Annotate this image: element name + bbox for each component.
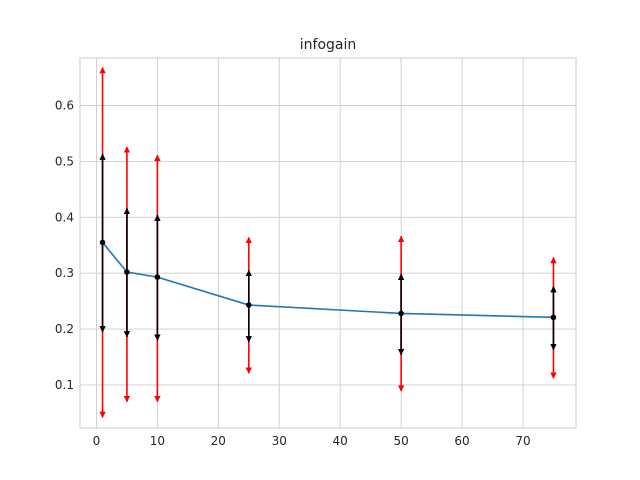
plot-background [80,58,576,428]
y-tick-label: 0.2 [55,322,74,336]
x-tick-label: 0 [93,434,101,448]
x-tick-label: 10 [150,434,165,448]
y-tick-label: 0.1 [55,378,74,392]
data-point [398,310,404,317]
tick-labels: 0 10 20 30 40 50 60 70 0.1 0.2 0.3 0.4 0.5 0.6 [55,99,531,448]
x-tick-label: 70 [515,434,530,448]
x-tick-label: 60 [454,434,469,448]
y-tick-label: 0.3 [55,266,74,280]
chart-title: infogain [300,37,357,53]
x-tick-label: 40 [333,434,348,448]
range-arrows [99,66,557,419]
x-tick-label: 30 [272,434,287,448]
y-tick-label: 0.6 [55,99,74,113]
data-point [550,314,557,321]
data-point [99,239,106,246]
y-tick-label: 0.4 [55,210,74,224]
data-point [245,302,252,308]
x-tick-label: 50 [393,434,408,448]
data-point [124,269,130,275]
plot-frame [79,57,577,429]
data-point [154,274,161,280]
y-tick-label: 0.5 [55,154,74,168]
x-tick-label: 20 [211,434,226,448]
data-points [99,239,557,321]
series-line [101,241,554,319]
